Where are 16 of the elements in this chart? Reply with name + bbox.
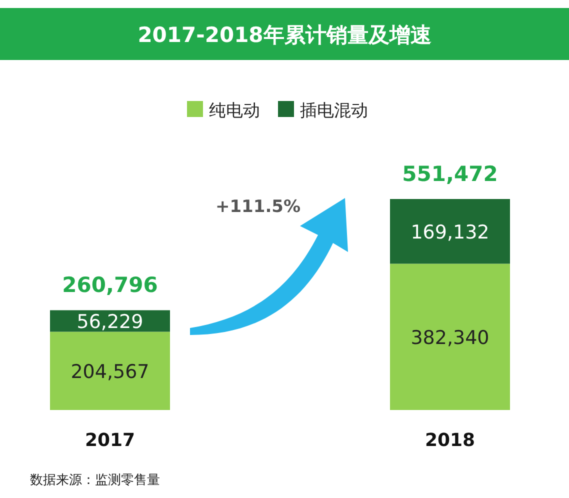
data-label: 56,229 bbox=[76, 310, 144, 333]
bar bbox=[390, 264, 510, 410]
source-note: 数据来源：监测零售量 bbox=[30, 473, 160, 488]
bar bbox=[390, 199, 510, 264]
x-tick-label: 2017 bbox=[84, 430, 136, 451]
annotation: +111.5% bbox=[215, 197, 301, 217]
total-label: 551,472 bbox=[402, 162, 498, 186]
total-label: 260,796 bbox=[62, 273, 158, 298]
data-label: 204,567 bbox=[70, 360, 150, 383]
legend-label: 插电混动 bbox=[300, 101, 368, 121]
chart-title: 2017-2018年累计销量及增速 bbox=[138, 23, 432, 47]
data-label: 169,132 bbox=[410, 221, 490, 244]
legend-label: 纯电动 bbox=[209, 101, 260, 121]
x-tick-label: 2018 bbox=[424, 430, 476, 451]
bar bbox=[50, 332, 170, 410]
data-label: 382,340 bbox=[410, 326, 490, 349]
